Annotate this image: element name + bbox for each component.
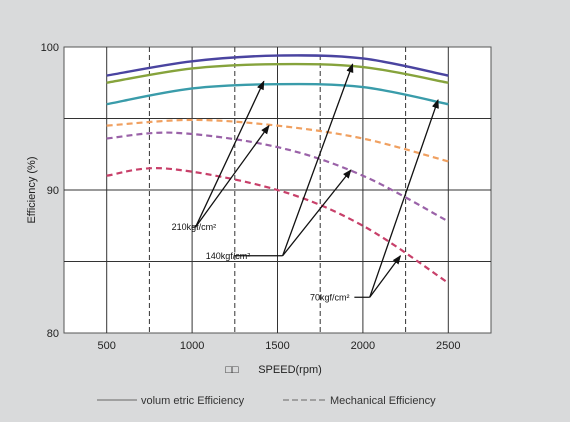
annotation-arrow-2-2 xyxy=(282,169,352,257)
series-line-4 xyxy=(106,118,449,163)
annotation-arrow-2-1 xyxy=(282,63,354,257)
legend-label-solid: volum etric Efficiency xyxy=(141,395,245,407)
x-tick-label: 1000 xyxy=(180,340,204,352)
series-line-1 xyxy=(106,54,449,77)
series-line-6 xyxy=(106,167,449,284)
legend: volum etric Efficiency Mechanical Efficie… xyxy=(97,395,436,407)
legend-label-dashed: Mechanical Efficiency xyxy=(330,395,436,407)
series-line-3 xyxy=(106,82,449,106)
x-axis-label: SPEED(rpm) xyxy=(258,364,322,376)
annotation-arrow-3-1 xyxy=(369,99,439,298)
x-tick-label: 2000 xyxy=(351,340,375,352)
y-tick-label: 90 xyxy=(47,185,59,197)
series-line-5 xyxy=(106,131,449,223)
annotation-label-3: 70kgf/cm² xyxy=(310,292,350,302)
y-tick-label: 100 xyxy=(41,42,59,54)
annotation-arrow-1-1 xyxy=(194,80,265,228)
series-line-2 xyxy=(106,62,449,84)
annotation-arrow-1-2 xyxy=(194,124,270,228)
y-axis-label: Efficiency (%) xyxy=(26,156,38,223)
annotation-label-2: 140kgf/cm² xyxy=(206,251,251,261)
annotation-arrow-3-2 xyxy=(369,255,402,298)
x-tick-label: 500 xyxy=(98,340,116,352)
x-axis-prefix: □□ xyxy=(225,364,239,376)
tick-labels: 500 1000 1500 2000 2500 80 90 100 xyxy=(41,42,461,352)
y-tick-label: 80 xyxy=(47,328,59,340)
x-tick-label: 1500 xyxy=(265,340,289,352)
series-lines xyxy=(106,54,449,284)
x-tick-label: 2500 xyxy=(436,340,460,352)
